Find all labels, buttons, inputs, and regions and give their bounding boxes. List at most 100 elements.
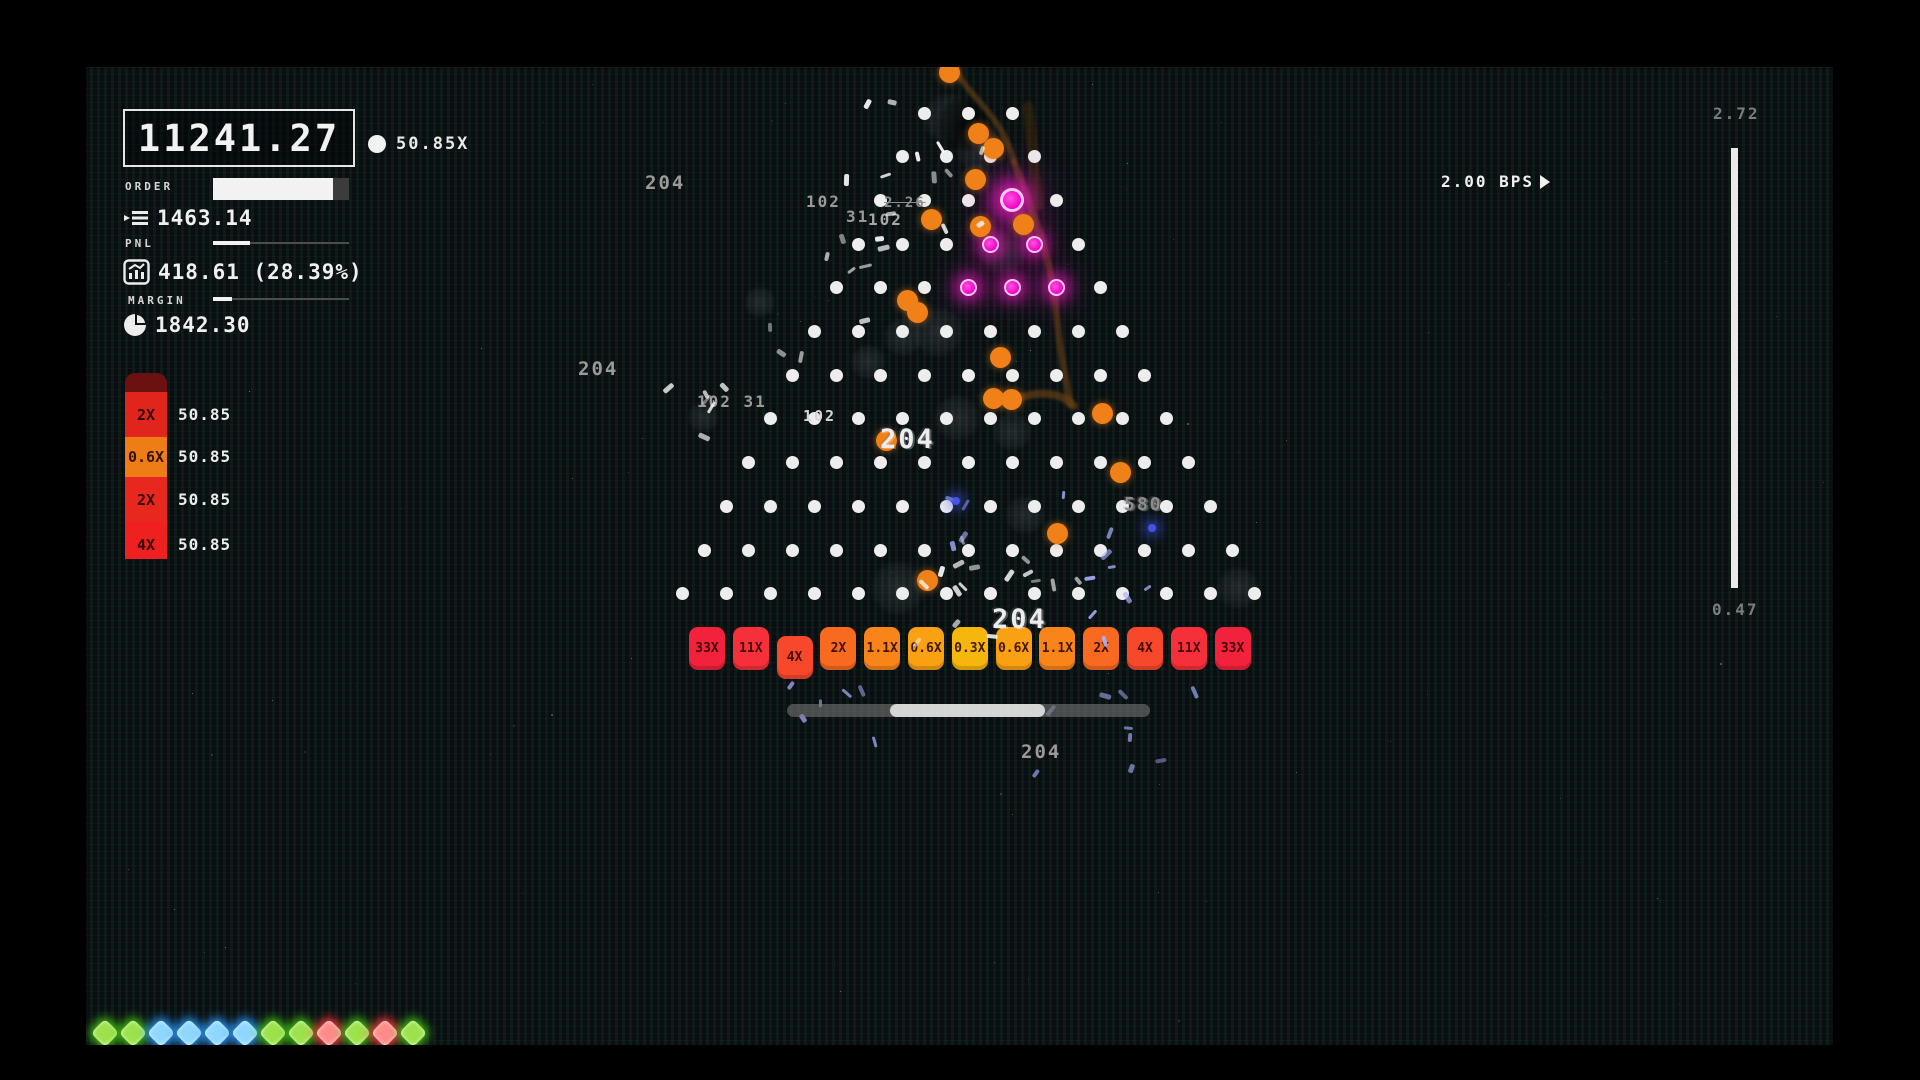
peg [917,281,931,295]
peg [1071,325,1085,338]
star [1632,318,1634,320]
bps-arrow-icon [1540,174,1550,189]
star [1107,673,1109,675]
peg [1049,193,1063,207]
peg [983,587,997,601]
peg [763,587,777,601]
ball-indicator-icon [368,135,386,153]
peg [1005,368,1019,382]
star [370,231,372,233]
order-progress-bar [213,178,349,200]
peg [895,150,909,164]
floating-value-label: 102 [806,192,841,211]
star [1664,260,1666,262]
peg [895,499,909,513]
plinko-ball [938,67,960,83]
peg [697,543,711,557]
bps-current-marker: 2.00 BPS [1441,172,1550,191]
pnl-value: 418.61 (28.39%) [158,260,363,284]
star [1186,473,1188,475]
pnl-value-row: 418.61 (28.39%) [123,259,363,285]
peg [873,193,887,207]
star [522,893,524,895]
peg [829,543,843,557]
peg [763,412,777,426]
peg [1071,499,1085,513]
combo-diamond-blue [230,1018,260,1045]
plinko-ball [1109,461,1131,483]
star [211,753,214,756]
plinko-ball [920,208,942,230]
bucket-2x: 2X [820,627,857,670]
peg [895,412,909,426]
star [313,237,315,239]
peg [939,325,953,338]
peg [851,499,865,513]
star [994,961,996,963]
peg [895,587,909,601]
star [1290,576,1292,578]
history-value: 50.85 [178,489,232,509]
plinko-ball [875,429,897,451]
peg [917,193,931,207]
foreground-effects-layer [86,67,1833,1045]
peg [1005,106,1019,120]
peg [961,543,975,557]
peg [1005,456,1019,470]
floating-value-label: 102 31 [697,392,767,411]
glow-halo [744,286,776,318]
star [1544,914,1545,916]
peg [1027,325,1041,338]
star [840,990,842,992]
peg [873,456,887,470]
peg [1115,499,1129,513]
order-label: ORDER [125,180,174,193]
star [1258,420,1260,422]
peg [1137,368,1151,382]
game-screen: 33X 11X 4X 2X 1.1X 0.6X 0.3X 0.6X 1.1X 2X 4X 11X 33X… [86,67,1833,1045]
blue-spark [952,497,960,505]
blue-spark [1148,524,1156,532]
board-scrollbar-track[interactable] [787,704,1150,717]
bucket-33x: 33X [689,627,725,670]
star [489,753,491,755]
round-multiplier-value: 50.85X [396,134,470,154]
floating-value-label: 2.26 [884,195,926,211]
peg [1049,456,1063,470]
peg [741,543,755,557]
star [799,321,801,323]
plinko-ball [982,137,1004,159]
star [1177,1020,1180,1023]
bps-current-value: 2.00 BPS [1440,172,1534,191]
peg [719,499,733,513]
peg [807,587,821,601]
star [1822,481,1824,483]
peg [1137,543,1151,557]
combo-diamond-green [118,1018,148,1045]
peg [873,368,887,382]
peg [1071,412,1085,426]
peg [917,456,931,470]
balance-value: 11241.27 [137,116,341,160]
bps-slider[interactable] [1731,148,1738,588]
margin-progress-fill [213,297,233,301]
peg [917,106,931,120]
peg [983,499,997,513]
peg [741,456,755,470]
peg [983,325,997,338]
star [304,750,307,753]
combo-diamond-green [258,1018,288,1045]
pnl-label: PNL [125,237,154,250]
glow-halo [992,412,1032,452]
star [356,685,358,687]
star [204,951,206,953]
star [1720,663,1723,666]
floating-values-layer: 204 102 2.26 31 102 204 102 31 102 204 580 204 204 [86,67,1833,1045]
floating-value-label: 31 [846,207,870,226]
board-scrollbar-thumb[interactable] [890,704,1045,717]
peg [1071,237,1085,251]
history-multiplier-block: 2X [125,392,167,437]
star [1775,315,1777,317]
bucket-0.6x: 0.6X [995,627,1032,670]
peg [1159,587,1173,601]
